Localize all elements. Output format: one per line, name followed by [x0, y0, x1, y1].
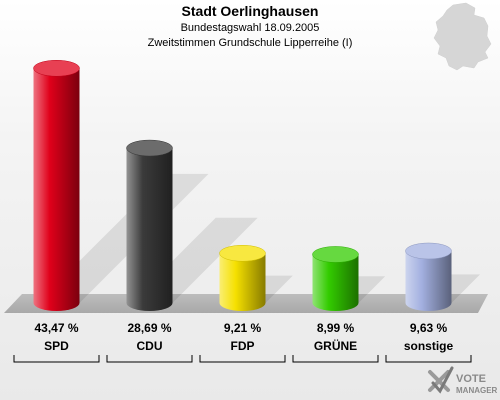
category-brackets — [13, 355, 472, 363]
logo-manager-text: MANAGER — [456, 386, 498, 395]
category-label-cdu: CDU — [137, 339, 163, 353]
bar-fdp — [219, 253, 266, 311]
category-bracket-sonstige — [385, 355, 472, 363]
value-label-spd: 43,47 % — [34, 321, 78, 335]
category-label-gr-ne: GRÜNE — [314, 338, 357, 353]
germany-map-icon — [433, 2, 492, 71]
bar-gr-ne — [312, 254, 359, 311]
category-label-sonstige: sonstige — [404, 339, 454, 353]
bar-top-sonstige — [405, 242, 452, 260]
value-label-cdu: 28,69 % — [127, 321, 171, 335]
bar-top-spd — [33, 60, 80, 77]
bars-group — [33, 60, 452, 312]
value-label-gr-ne: 8,99 % — [317, 321, 355, 335]
value-label-sonstige: 9,63 % — [410, 321, 448, 335]
bar-spd — [33, 68, 80, 312]
bar-top-fdp — [219, 245, 266, 262]
category-bracket-fdp — [199, 355, 286, 363]
category-label-fdp: FDP — [231, 339, 255, 353]
bar-cdu — [126, 148, 173, 311]
bar-sonstige — [405, 250, 452, 311]
logo-vote-text: VOTE — [456, 373, 486, 385]
value-label-fdp: 9,21 % — [224, 321, 262, 335]
chart-title: Stadt Oerlinghausen — [181, 3, 319, 19]
category-bracket-spd — [13, 355, 100, 363]
category-bracket-gr-ne — [292, 355, 379, 363]
vote-manager-logo: VOTE MANAGER — [428, 366, 498, 395]
bar-labels: 43,47 % SPD 28,69 % CDU 9,21 % FDP 8,99 % GRÜNE… — [34, 321, 453, 353]
chart-subtitle-2: Zweitstimmen Grundschule Lipperreihe (I) — [147, 37, 353, 49]
chart-subtitle: Bundestagswahl 18.09.2005 — [180, 22, 320, 34]
category-bracket-cdu — [106, 355, 193, 363]
category-label-spd: SPD — [44, 339, 69, 353]
bar-top-gr-ne — [312, 246, 359, 263]
bar-top-cdu — [126, 139, 173, 157]
